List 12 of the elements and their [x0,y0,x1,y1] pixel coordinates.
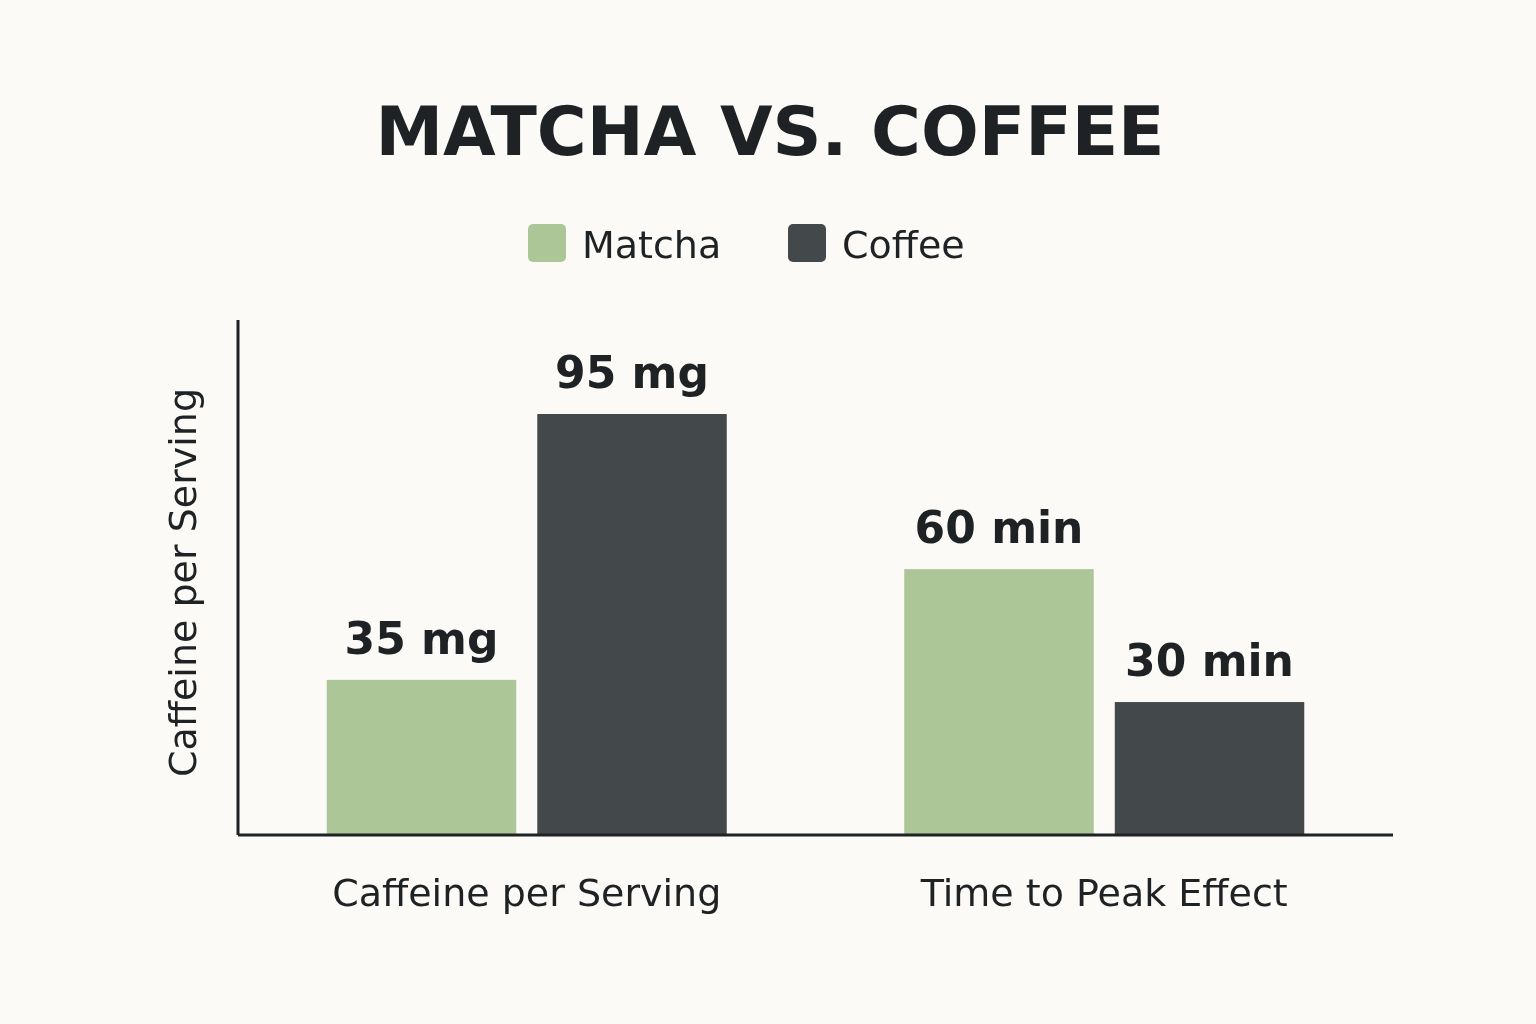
chart-title: MATCHA VS. COFFEE [375,92,1165,171]
bar [1114,702,1305,835]
legend-label: Matcha [582,223,722,267]
data-label: 95 mg [555,347,709,398]
data-label: 60 min [914,502,1084,554]
bar [537,414,727,835]
legend-label: Coffee [842,223,965,267]
bar [326,679,517,835]
x-tick-label: Time to Peak Effect [919,871,1288,915]
data-label: 35 mg [344,612,499,664]
bar [904,569,1094,835]
data-label: 30 min [1125,635,1294,687]
